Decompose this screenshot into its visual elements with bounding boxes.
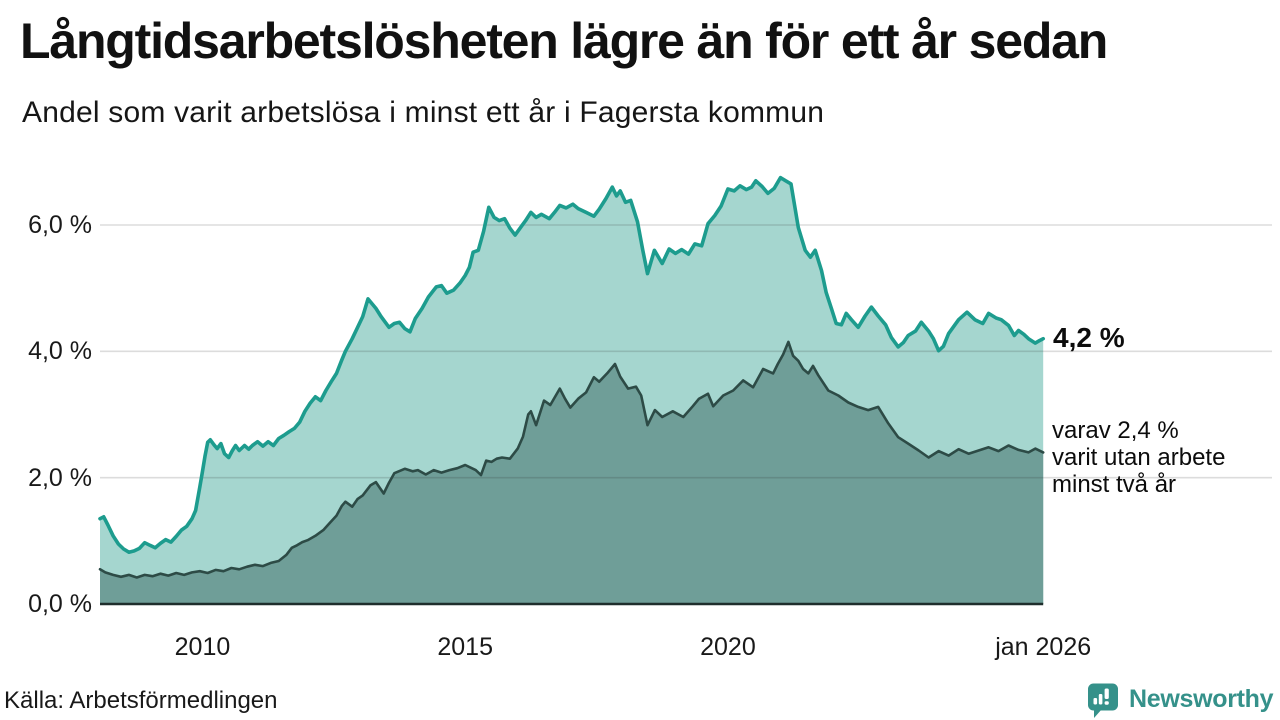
newsworthy-logo: Newsworthy — [1087, 683, 1274, 719]
secondary-annotation: varav 2,4 % varit utan arbete minst två … — [1052, 417, 1226, 498]
page-subtitle: Andel som varit arbetslösa i minst ett å… — [22, 96, 825, 129]
newsworthy-bubble-icon — [1088, 683, 1118, 718]
y-tick-label-6: 6,0 % — [28, 210, 92, 239]
y-tick-label-4: 4,0 % — [28, 337, 92, 366]
x-tick-label-2015: 2015 — [437, 633, 493, 661]
series-1yr-line — [98, 175, 1045, 554]
page-title: Långtidsarbetslösheten lägre än för ett … — [20, 13, 1108, 69]
series-2yr-line — [98, 340, 1045, 579]
y-tick-label-2: 2,0 % — [28, 463, 92, 492]
x-tick-label-2020: 2020 — [700, 633, 756, 661]
x-tick-label-2026: jan 2026 — [995, 633, 1092, 661]
latest-value-annotation: 4,2 % — [1053, 322, 1125, 353]
series-2yr-area — [100, 341, 1044, 604]
source-label: Källa: Arbetsförmedlingen — [4, 687, 278, 714]
y-tick-label-0: 0,0 % — [28, 590, 92, 618]
newsworthy-wordmark: Newsworthy — [1129, 685, 1274, 713]
x-tick-label-2010: 2010 — [174, 633, 231, 661]
